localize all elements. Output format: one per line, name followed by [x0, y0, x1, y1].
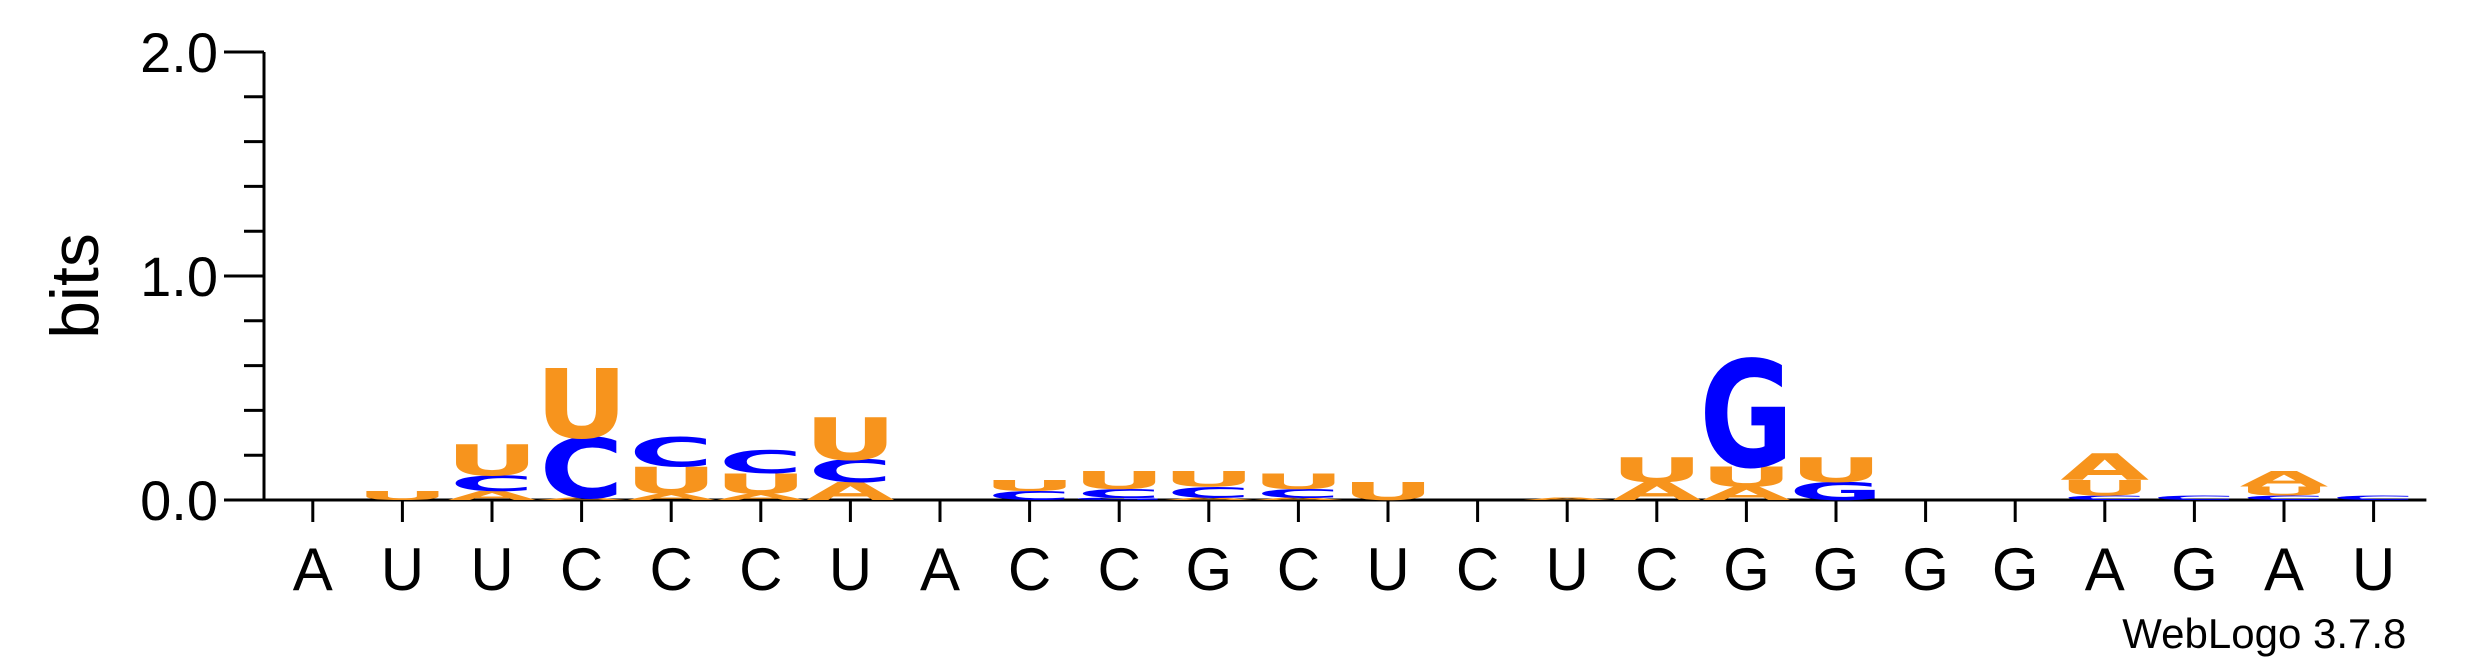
logo-letter-G: G: [1789, 477, 1883, 506]
logo-letter-U: U: [1341, 477, 1434, 506]
x-tick-label: C: [1098, 536, 1141, 603]
x-tick-label: G: [1992, 536, 2039, 603]
y-axis: 0.0 1.0 2.0: [140, 21, 266, 532]
weblogo-credit: WebLogo 3.7.8: [2122, 610, 2406, 657]
x-tick-label: U: [2352, 536, 2395, 603]
logo-letter-U: U: [1789, 451, 1882, 490]
logo-stack: AUC: [714, 445, 807, 503]
logo-letter-U: U: [1610, 451, 1703, 490]
logo-letter-A: A: [627, 492, 716, 503]
logo-letter-U: U: [1700, 461, 1793, 493]
logo-letter-G: G: [1072, 497, 1166, 501]
logo-stack: AUC: [625, 430, 718, 503]
x-tick-label: A: [293, 536, 333, 603]
logo-stack: GCU: [1072, 466, 1166, 501]
logo-letter-A: A: [537, 497, 626, 501]
logo-letter-U: U: [1162, 467, 1255, 492]
logo-stack: CUA: [2237, 467, 2330, 502]
x-tick-label: A: [2264, 536, 2304, 603]
logo-letter-A: A: [1254, 497, 1343, 501]
x-tick-label: C: [650, 536, 693, 603]
logo-letter-C: C: [2063, 494, 2147, 501]
logo-letter-U: U: [714, 468, 807, 500]
logo-letter-C: C: [808, 454, 892, 490]
logo-letter-C: C: [719, 445, 803, 481]
x-tick-label: G: [1813, 536, 1860, 603]
x-tick-label: G: [2171, 536, 2218, 603]
logo-letter-U: U: [1252, 469, 1345, 494]
x-tick-label: C: [739, 536, 782, 603]
logo-letter-C: C: [1077, 486, 1161, 500]
logo-stack: A: [1523, 497, 1612, 501]
logo-letter-U: U: [983, 477, 1076, 495]
logo-letter-A: A: [1164, 497, 1253, 501]
logo-letter-A: A: [1702, 483, 1791, 504]
logo-letter-C: C: [988, 489, 1072, 503]
logo-letter-U: U: [356, 489, 449, 503]
x-tick-label: C: [1277, 536, 1320, 603]
logo-letter-A: A: [2060, 446, 2149, 489]
y-axis-title: bits: [37, 233, 113, 339]
logo-stack: CUA: [2058, 446, 2151, 501]
logo-letter-U: U: [445, 436, 538, 486]
logo-stack: CU: [983, 477, 1076, 503]
logo-letter-C: C: [1167, 484, 1251, 502]
x-tick-label: C: [1635, 536, 1678, 603]
logo-letter-C: C: [2152, 494, 2236, 501]
logo-letter-G: G: [1699, 330, 1793, 502]
logo-letter-U: U: [1073, 466, 1166, 495]
x-tick-label: U: [829, 536, 872, 603]
logo-stack: GU: [1789, 451, 1883, 506]
logo-letter-U: U: [625, 460, 718, 503]
logo-stack: ACU: [1252, 469, 1345, 501]
logo-letter-C: C: [2242, 494, 2326, 501]
x-tick-label: C: [1008, 536, 1051, 603]
x-tick-label: U: [1366, 536, 1409, 603]
logo-letter-A: A: [1612, 477, 1701, 506]
logo-letter-A: A: [2240, 467, 2329, 492]
logo-letter-C: C: [1256, 486, 1340, 500]
x-tick-label: G: [1185, 536, 1232, 603]
logo-stack: ACU: [535, 349, 628, 518]
y-tick-label: 1.0: [140, 245, 218, 308]
x-tick-label: G: [1723, 536, 1770, 603]
logo-stack: U: [1341, 477, 1434, 506]
x-tick-label: A: [920, 536, 960, 603]
logo-letter-A: A: [716, 492, 805, 503]
logo-stack: ACU: [1162, 467, 1255, 502]
x-tick-label: U: [381, 536, 424, 603]
logo-letter-C: C: [2332, 494, 2416, 501]
x-tick-label: U: [1546, 536, 1589, 603]
logo-stack: U: [356, 489, 449, 503]
logo-stack: C: [2332, 494, 2416, 501]
logo-stack: AU: [1610, 451, 1703, 506]
logo-letter-U: U: [2237, 484, 2330, 498]
x-tick-label: C: [560, 536, 603, 603]
logo-stack: C: [2152, 494, 2236, 501]
logo-letter-A: A: [806, 477, 895, 506]
logo-letter-U: U: [2058, 476, 2151, 501]
logo-letter-C: C: [629, 430, 713, 476]
y-tick-label: 2.0: [140, 21, 218, 84]
x-tick-label: U: [470, 536, 513, 603]
x-tick-label: G: [1902, 536, 1949, 603]
logo-stack: ACU: [445, 436, 538, 503]
logo-letter-U: U: [804, 406, 897, 473]
logo-letter-C: C: [540, 421, 624, 518]
x-tick-label: C: [1456, 536, 1499, 603]
logo-letter-C: C: [450, 471, 534, 496]
logo-letter-A: A: [1523, 497, 1612, 501]
logo-stack: ACU: [804, 406, 897, 505]
logo-letter-U: U: [535, 349, 628, 460]
y-tick-label: 0.0: [140, 469, 218, 532]
x-tick-label: A: [2085, 536, 2125, 603]
logo-stack: AUG: [1699, 330, 1793, 504]
logo-letter-A: A: [448, 489, 537, 503]
